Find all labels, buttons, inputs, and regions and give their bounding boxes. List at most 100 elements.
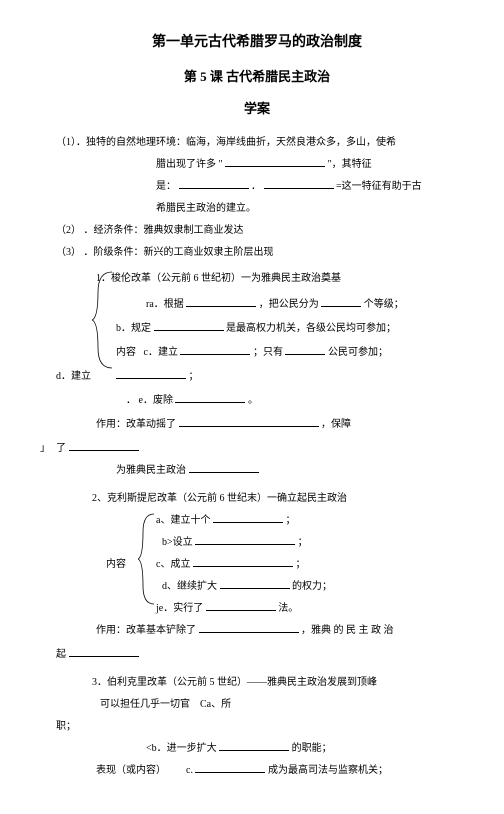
text: 作用：改革动摇了	[96, 419, 176, 430]
text: ；	[285, 515, 295, 526]
text: "，其特征	[328, 159, 372, 170]
blank	[264, 178, 334, 189]
text: c、成立	[156, 559, 190, 570]
reform-2-block: a、建立十个 ； b>设立 ； 内容 c、成立 ； d、继续扩大 的权力；	[56, 512, 458, 640]
text: 可以担任几乎一切官	[100, 699, 190, 710]
r1-d: d．建立 ；	[116, 368, 458, 386]
text: 法。	[278, 603, 298, 614]
para-2: （2） ．经济条件：雅典奴隶制工商业发达	[56, 222, 458, 240]
blank	[225, 156, 325, 167]
r1-e: ． e．废除 。	[116, 392, 458, 410]
blank	[199, 622, 299, 633]
para-1-line3: 是： ． =这一特征有助于古	[56, 178, 458, 196]
blank	[213, 512, 283, 523]
blank	[154, 320, 224, 331]
para-1-line1: （1）．独特的自然地理环境：临海，海岸线曲折，天然良港众多，多山，使希	[56, 134, 458, 152]
para-1-line2: 腊出现了许多 " "，其特征	[56, 156, 458, 174]
blank	[175, 392, 245, 403]
r3-zhi: 职；	[56, 718, 458, 736]
para-1-line4: 希腊民主政治的建立。	[56, 200, 458, 218]
text: ． e．废除	[116, 395, 173, 406]
blank	[321, 296, 361, 307]
blank	[219, 740, 289, 751]
text: 内容	[116, 347, 136, 358]
r2-d: d、继续扩大 的权力；	[156, 578, 458, 596]
text: 成为最高司法与监察机关；	[268, 765, 388, 776]
r3-c: 表现（或内容） c. 成为最高司法与监察机关；	[56, 762, 458, 780]
r3-b: <b．进一步扩大 的职能；	[56, 740, 458, 758]
text: ，把公民分为	[259, 299, 319, 310]
r1-le: 」 了	[56, 440, 458, 458]
reform-1-content: ra．根据 ，把公民分为 个等级； b．规定 是最高权力机关，各级公民均可参加；…	[116, 296, 458, 410]
blank	[189, 462, 259, 473]
blank	[180, 344, 250, 355]
text: 。	[248, 395, 258, 406]
reform-1-head: 1．梭伦改革（公元前 6 世纪初）一为雅典民主政治奠基	[56, 270, 458, 288]
r2-c: 内容 c、成立 ；	[156, 556, 458, 574]
r1-g: 为雅典民主政治	[56, 462, 458, 480]
blank	[193, 556, 293, 567]
text: je．实行了	[156, 603, 203, 614]
blank	[206, 600, 276, 611]
text: =这一特征有助于古	[336, 181, 422, 192]
blank	[195, 762, 265, 773]
reform-3-head: 3．伯利克里改革（公元前 5 世纪）——雅典民主政治发展到顶峰	[56, 674, 458, 692]
r2-a: a、建立十个 ；	[156, 512, 458, 530]
text: 腊出现了许多 "	[156, 159, 223, 170]
blank	[195, 534, 295, 545]
text: 为雅典民主政治	[116, 465, 186, 476]
document-page: 第一单元古代希腊罗马的政治制度 第 5 课 古代希腊民主政治 学案 （1）．独特…	[0, 0, 504, 814]
reform-2-head: 2、克利斯提尼改革（公元前 6 世纪末）一确立起民主政治	[56, 490, 458, 508]
reform-1-block: 1．梭伦改革（公元前 6 世纪初）一为雅典民主政治奠基 ra．根据 ，把公民分为…	[56, 270, 458, 434]
text: 个等级；	[364, 299, 404, 310]
r1-f: 作用：改革动摇了 ，保障	[56, 416, 458, 434]
r1-b: b．规定 是最高权力机关，各级公民均可参加；	[116, 320, 458, 338]
blank	[69, 646, 139, 657]
text: 内容	[106, 556, 126, 574]
lesson-title: 第 5 课 古代希腊民主政治	[56, 65, 458, 88]
reform-2-content: a、建立十个 ； b>设立 ； 内容 c、成立 ； d、继续扩大 的权力；	[156, 512, 458, 618]
blank	[186, 296, 256, 307]
text: Ca、所	[200, 699, 231, 710]
text: 是最高权力机关，各级公民均可参加；	[226, 323, 396, 334]
text: ；	[298, 537, 308, 548]
unit-title: 第一单元古代希腊罗马的政治制度	[56, 30, 458, 55]
text: a、建立十个	[156, 515, 210, 526]
r2-f: 作用：改革基本铲除了 ，雅典 的 民 主 政 治	[56, 622, 458, 640]
text: ，雅典 的 民 主 政 治	[301, 625, 394, 636]
blank	[285, 344, 325, 355]
text: ；	[295, 559, 305, 570]
text: b．规定	[116, 323, 151, 334]
text: b>设立	[156, 537, 193, 548]
text: c．建立	[144, 347, 178, 358]
text: ra．根据	[116, 299, 184, 310]
text: 了	[56, 443, 66, 454]
text: 的职能；	[292, 743, 332, 754]
r2-b: b>设立 ；	[156, 534, 458, 552]
blank	[220, 578, 290, 589]
text: 表现（或内容）	[96, 765, 166, 776]
text: 作用：改革基本铲除了	[96, 625, 196, 636]
blank	[179, 416, 319, 427]
blank	[179, 178, 249, 189]
r2-qi: 起	[56, 646, 458, 664]
text: 公民可参加；	[328, 347, 388, 358]
r1-c: 内容 c．建立 ；只有 公民可参加；	[116, 344, 458, 362]
brace-icon	[138, 512, 156, 606]
text: 是：	[156, 181, 176, 192]
para-3: （3） ．阶级条件：新兴的工商业奴隶主阶层出现	[56, 244, 458, 262]
r2-e: je．实行了 法。	[156, 600, 458, 618]
text: c.	[186, 765, 193, 776]
doc-title: 学案	[56, 97, 458, 120]
text: ，保障	[321, 419, 351, 430]
text: d、继续扩大	[156, 581, 217, 592]
blank	[116, 368, 186, 379]
text: ；只有	[253, 347, 283, 358]
text: <b．进一步扩大	[146, 743, 217, 754]
text: ；	[189, 371, 199, 382]
r1-a: ra．根据 ，把公民分为 个等级；	[116, 296, 458, 314]
r3-a: 可以担任几乎一切官 Ca、所	[56, 696, 458, 714]
brace-icon	[92, 270, 114, 370]
blank	[69, 440, 139, 451]
text: 起	[56, 649, 66, 660]
